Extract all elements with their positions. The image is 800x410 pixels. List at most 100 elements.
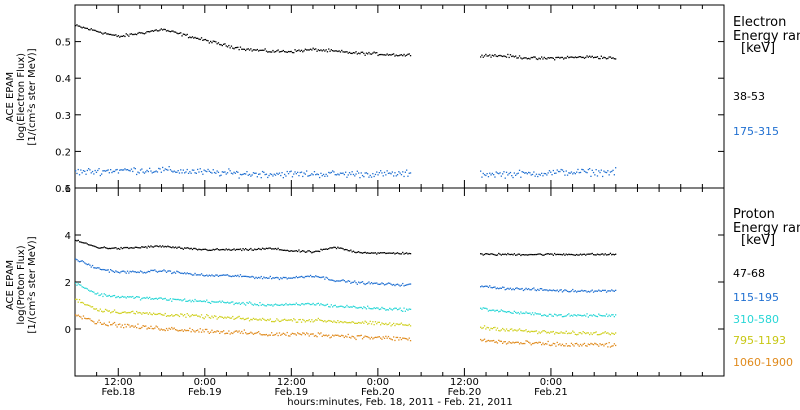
proton-data-point	[145, 312, 147, 314]
electron-data-point	[576, 171, 578, 173]
proton-data-point	[106, 247, 108, 249]
electron-data-point	[260, 177, 262, 179]
proton-data-point	[335, 306, 338, 308]
proton-data-point	[103, 246, 105, 248]
proton-data-point	[319, 333, 321, 335]
proton-data-point	[373, 252, 375, 254]
proton-data-point	[78, 299, 81, 301]
proton-data-point	[589, 344, 591, 346]
electron-data-point	[89, 29, 91, 31]
proton-data-point	[350, 249, 352, 251]
proton-data-point	[480, 338, 482, 341]
proton-data-point	[334, 280, 336, 283]
proton-data-point	[333, 335, 335, 337]
proton-data-point	[208, 274, 210, 276]
proton-data-point	[550, 289, 552, 291]
proton-data-point	[221, 274, 223, 276]
electron-data-point	[142, 32, 144, 35]
proton-data-point	[513, 342, 515, 344]
proton-data-point	[203, 331, 205, 333]
proton-legend-title-2: Energy ran	[733, 221, 800, 236]
proton-data-point	[546, 332, 548, 334]
electron-data-point	[287, 173, 290, 175]
proton-data-point	[103, 293, 105, 295]
proton-data-point	[565, 253, 567, 255]
proton-data-point	[359, 335, 361, 337]
electron-data-point	[250, 175, 252, 177]
proton-data-point	[495, 254, 497, 256]
proton-data-point	[119, 297, 121, 299]
proton-data-point	[356, 251, 358, 253]
proton-data-point	[282, 332, 284, 334]
proton-data-point	[124, 296, 126, 298]
proton-data-point	[551, 315, 553, 317]
proton-data-point	[313, 251, 316, 253]
proton-data-point	[594, 290, 596, 292]
proton-data-point	[372, 308, 374, 310]
proton-data-point	[242, 317, 244, 319]
proton-data-point	[169, 328, 172, 330]
proton-data-point	[215, 274, 217, 276]
proton-data-point	[89, 264, 91, 266]
proton-data-point	[481, 308, 483, 310]
proton-data-point	[104, 324, 107, 326]
electron-data-point	[117, 172, 120, 174]
proton-data-point	[303, 304, 305, 306]
proton-data-point	[264, 305, 266, 307]
proton-data-point	[557, 253, 560, 256]
proton-data-point	[149, 327, 151, 329]
proton-data-point	[208, 301, 210, 304]
proton-data-point	[152, 298, 155, 300]
proton-data-point	[574, 333, 576, 335]
proton-data-point	[215, 301, 217, 303]
proton-data-point	[330, 336, 332, 338]
electron-data-point	[346, 51, 348, 53]
proton-data-point	[381, 338, 383, 340]
electron-data-point	[189, 171, 191, 173]
proton-data-point	[408, 283, 410, 285]
electron-data-point	[272, 49, 274, 52]
proton-data-point	[402, 337, 404, 339]
proton-data-point	[211, 249, 213, 251]
proton-data-point	[300, 334, 303, 336]
proton-data-point	[110, 247, 112, 250]
proton-data-point	[600, 333, 602, 335]
proton-data-point	[557, 314, 560, 316]
proton-data-point	[530, 289, 532, 291]
electron-data-point	[198, 171, 200, 173]
proton-data-point	[326, 303, 329, 305]
proton-data-point	[577, 290, 579, 292]
proton-data-point	[524, 288, 526, 291]
electron-data-point	[298, 175, 300, 177]
proton-data-point	[207, 331, 209, 333]
proton-data-point	[316, 303, 318, 305]
proton-data-point	[521, 254, 523, 256]
electron-data-point	[245, 173, 247, 175]
electron-data-point	[184, 172, 186, 174]
electron-data-point	[408, 172, 410, 174]
proton-data-point	[245, 275, 247, 277]
proton-data-point	[247, 317, 249, 319]
proton-data-point	[271, 278, 273, 280]
proton-data-point	[335, 321, 338, 324]
electron-data-point	[592, 171, 595, 174]
electron-data-point	[319, 49, 321, 52]
electron-data-point	[596, 175, 599, 177]
proton-data-point	[333, 280, 335, 282]
proton-data-point	[561, 343, 564, 345]
electron-data-point	[334, 50, 336, 52]
electron-data-point	[577, 56, 579, 58]
electron-data-point	[128, 169, 130, 172]
electron-data-point	[494, 176, 496, 178]
proton-data-point	[499, 340, 501, 342]
proton-data-point	[273, 334, 275, 336]
proton-data-point	[322, 320, 325, 323]
electron-data-point	[313, 48, 316, 51]
proton-data-point	[141, 297, 143, 300]
proton-data-point	[195, 248, 197, 250]
proton-data-point	[585, 315, 587, 317]
proton-data-point	[297, 321, 299, 323]
proton-data-point	[302, 250, 304, 252]
proton-data-point	[234, 302, 236, 304]
electron-data-point	[512, 176, 514, 179]
